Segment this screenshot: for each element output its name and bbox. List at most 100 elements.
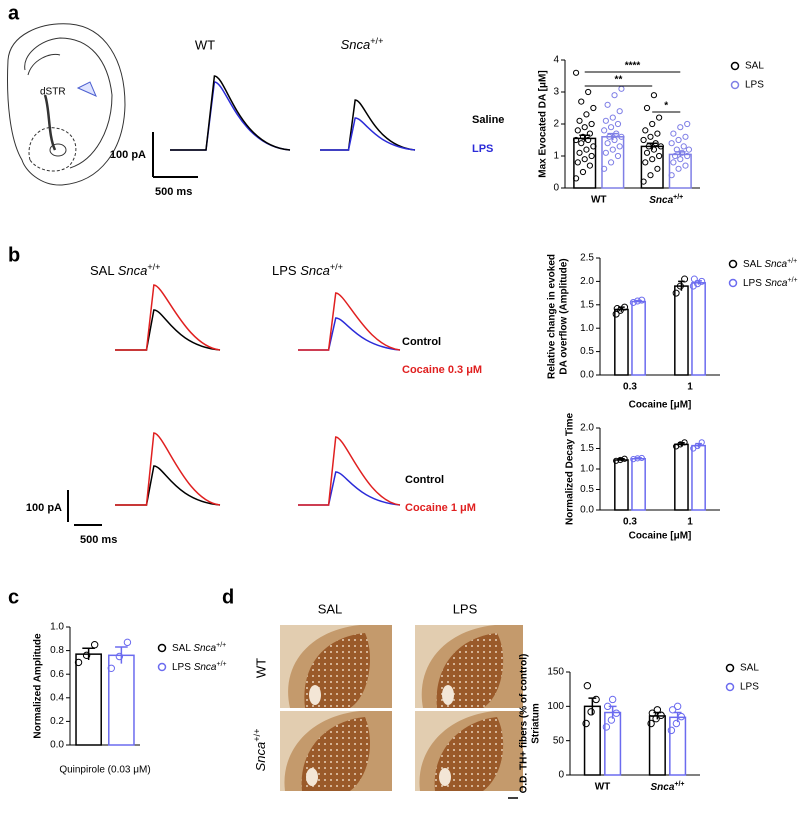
data-point <box>649 120 656 128</box>
scale-label: 100 pA <box>26 502 62 514</box>
data-point <box>583 111 590 118</box>
data-point <box>672 152 679 160</box>
y-tick-label: 1.0 <box>580 464 594 475</box>
text-part: SAL <box>172 643 193 654</box>
data-point <box>668 140 675 147</box>
error-bar <box>695 280 702 285</box>
panel-letter: d <box>222 586 234 608</box>
data-point <box>675 136 682 144</box>
data-point <box>640 136 647 144</box>
data-point <box>115 652 124 661</box>
data-point <box>685 146 693 153</box>
y-axis-label: Normalized Amplitude <box>33 633 44 739</box>
legend-marker <box>157 643 167 653</box>
data-point <box>678 149 686 156</box>
data-point <box>656 152 663 160</box>
data-point <box>604 140 611 147</box>
data-point <box>654 130 661 137</box>
current-trace <box>298 436 401 506</box>
data-point <box>74 658 83 667</box>
x-tick-label: Snca+/+ <box>649 194 683 206</box>
legend-label: LPS <box>740 682 759 693</box>
text-part: Snca <box>253 742 268 772</box>
data-point <box>649 156 656 163</box>
row-label: Snca+/+ <box>252 729 268 772</box>
x-tick-label: 1 <box>687 517 693 528</box>
data-point <box>657 143 664 150</box>
data-point <box>607 124 615 131</box>
data-point <box>613 305 621 313</box>
text-part: Snca <box>649 195 673 206</box>
y-tick-label: 0.5 <box>580 484 594 495</box>
brain-sketch <box>7 23 126 186</box>
data-point <box>640 178 647 185</box>
data-point <box>588 120 595 128</box>
y-tick-label: 0.0 <box>50 740 64 751</box>
data-point <box>572 69 580 76</box>
panel-letter: b <box>8 244 20 266</box>
data-point <box>675 165 682 172</box>
significance-label: ** <box>615 75 623 86</box>
data-point <box>672 289 680 297</box>
region-label: dSTR <box>40 87 66 98</box>
y-axis-label: Normalized Decay Time <box>565 413 576 526</box>
data-point <box>684 120 691 128</box>
y-axis-label: Relative change in evoked <box>547 254 558 379</box>
bar <box>583 705 601 776</box>
trace-legend: Cocaine 1 μM <box>405 502 476 514</box>
data-point <box>581 156 588 163</box>
data-point <box>579 133 587 140</box>
data-point <box>607 159 615 166</box>
current-trace <box>115 465 221 506</box>
data-point <box>629 298 637 306</box>
text-part: +/+ <box>787 277 797 284</box>
error-bar <box>673 711 682 723</box>
data-point <box>578 98 585 105</box>
panel-letter: a <box>8 2 20 24</box>
bar <box>674 285 689 376</box>
error-bar <box>607 132 619 140</box>
data-point <box>642 159 649 166</box>
legend-marker <box>728 278 738 288</box>
data-point <box>656 114 663 121</box>
data-point <box>590 104 597 112</box>
x-tick-label: WT <box>595 782 611 793</box>
y-tick-label: 2.0 <box>580 276 594 287</box>
text-part: Snca <box>341 37 371 52</box>
trace-title: LPS Snca+/+ <box>272 262 343 278</box>
legend-marker <box>730 61 740 71</box>
y-tick-label: 0.5 <box>580 346 594 357</box>
data-point <box>676 282 684 290</box>
significance-label: * <box>664 101 668 112</box>
data-point <box>647 133 654 140</box>
y-tick-label: 4 <box>553 55 559 66</box>
y-tick-label: 1.5 <box>580 299 594 310</box>
data-point <box>602 149 609 156</box>
data-point <box>585 136 592 144</box>
y-tick-label: 0 <box>558 770 564 781</box>
y-tick-label: 0.0 <box>580 370 594 381</box>
trace-legend: Cocaine 0.3 μM <box>402 364 482 376</box>
error-bar <box>653 711 662 720</box>
x-axis-label: Cocaine [μM] <box>629 531 692 542</box>
data-point <box>682 162 689 169</box>
data-point <box>682 133 689 140</box>
data-point <box>630 456 637 463</box>
y-tick-label: 150 <box>547 667 564 678</box>
text-part: LPS <box>172 662 194 673</box>
trace-title: WT <box>195 37 215 52</box>
text-part: +/+ <box>673 194 683 201</box>
y-tick-label: 1.0 <box>580 323 594 334</box>
data-point <box>576 117 583 124</box>
data-point <box>602 723 611 731</box>
data-point <box>680 143 687 150</box>
text-part: +/+ <box>674 781 684 788</box>
error-bar <box>678 280 685 291</box>
y-tick-label: 1 <box>553 151 559 162</box>
bar <box>604 711 622 776</box>
error-bar <box>695 442 702 448</box>
legend-label: LPS Snca+/+ <box>743 277 798 289</box>
data-point <box>647 172 654 179</box>
y-tick-label: 1.5 <box>580 443 594 454</box>
